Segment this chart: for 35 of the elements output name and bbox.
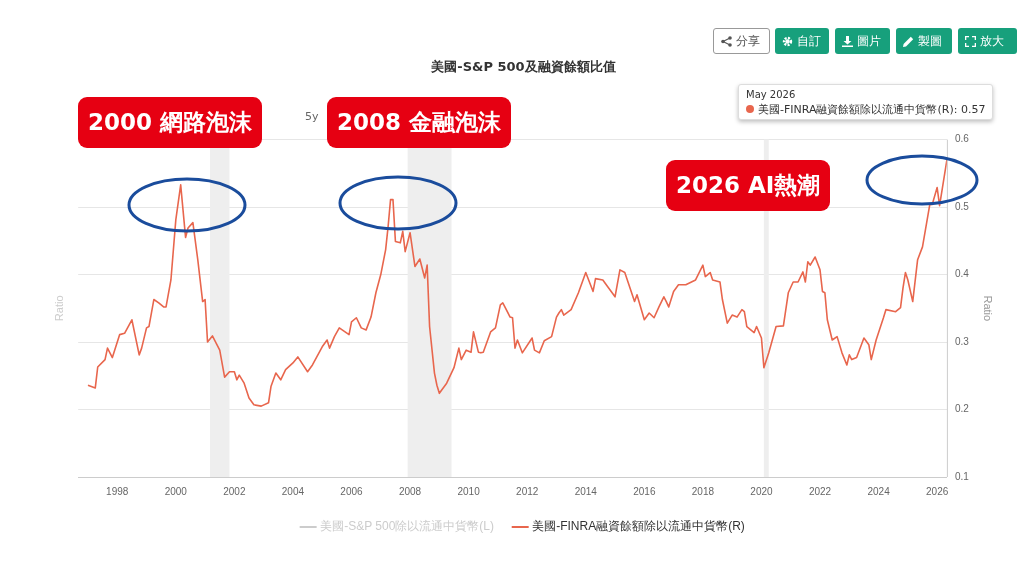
text: 分享: [736, 32, 760, 50]
y2-tick-label: 0.1: [954, 470, 970, 482]
y2-axis-title: Ratio: [982, 295, 995, 322]
x-tick-label: 2026: [926, 485, 949, 497]
text: 放大: [980, 32, 1004, 50]
x-tick-label: 2024: [867, 485, 891, 497]
x-tick-label: 2010: [457, 485, 481, 497]
text: 5y: [305, 110, 319, 123]
x-tick-label: 2020: [750, 485, 774, 497]
annotation: 2026 AI熱潮: [666, 160, 831, 211]
x-tick-label: 2014: [574, 485, 598, 497]
text: 美國-FINRA融資餘額除以流通中貨幣(R): 0.57: [758, 103, 986, 116]
x-tick-label: 1998: [106, 485, 129, 497]
legend-label: 美國-FINRA融資餘額除以流通中貨幣(R): [532, 519, 745, 534]
y2-tick-label: 0.6: [954, 133, 970, 145]
text: May 2026: [746, 89, 796, 100]
x-tick-label: 2022: [808, 485, 832, 497]
text: 製圖: [918, 32, 942, 50]
text: 2008 金融泡沫: [327, 97, 512, 148]
text: 2000 網路泡沫: [78, 97, 263, 148]
y2-tick-label: 0.3: [954, 335, 970, 347]
x-tick-label: 2000: [164, 485, 188, 497]
x-tick-label: 2002: [223, 485, 246, 497]
x-tick-label: 2016: [633, 485, 656, 497]
y2-tick-label: 0.4: [954, 268, 970, 280]
x-tick-label: 2012: [516, 485, 539, 497]
x-tick-label: 2006: [340, 485, 364, 497]
x-tick-label: 2004: [281, 485, 305, 497]
chart-title: 美國-S&P 500及融資餘額比值: [430, 59, 616, 75]
y2-tick-label: 0.5: [954, 200, 970, 212]
x-tick-label: 2018: [691, 485, 715, 497]
text: 自訂: [797, 32, 821, 50]
x-tick-label: 2008: [398, 485, 422, 497]
y2-tick-label: 0.2: [954, 403, 970, 415]
text: 圖片: [857, 32, 881, 50]
